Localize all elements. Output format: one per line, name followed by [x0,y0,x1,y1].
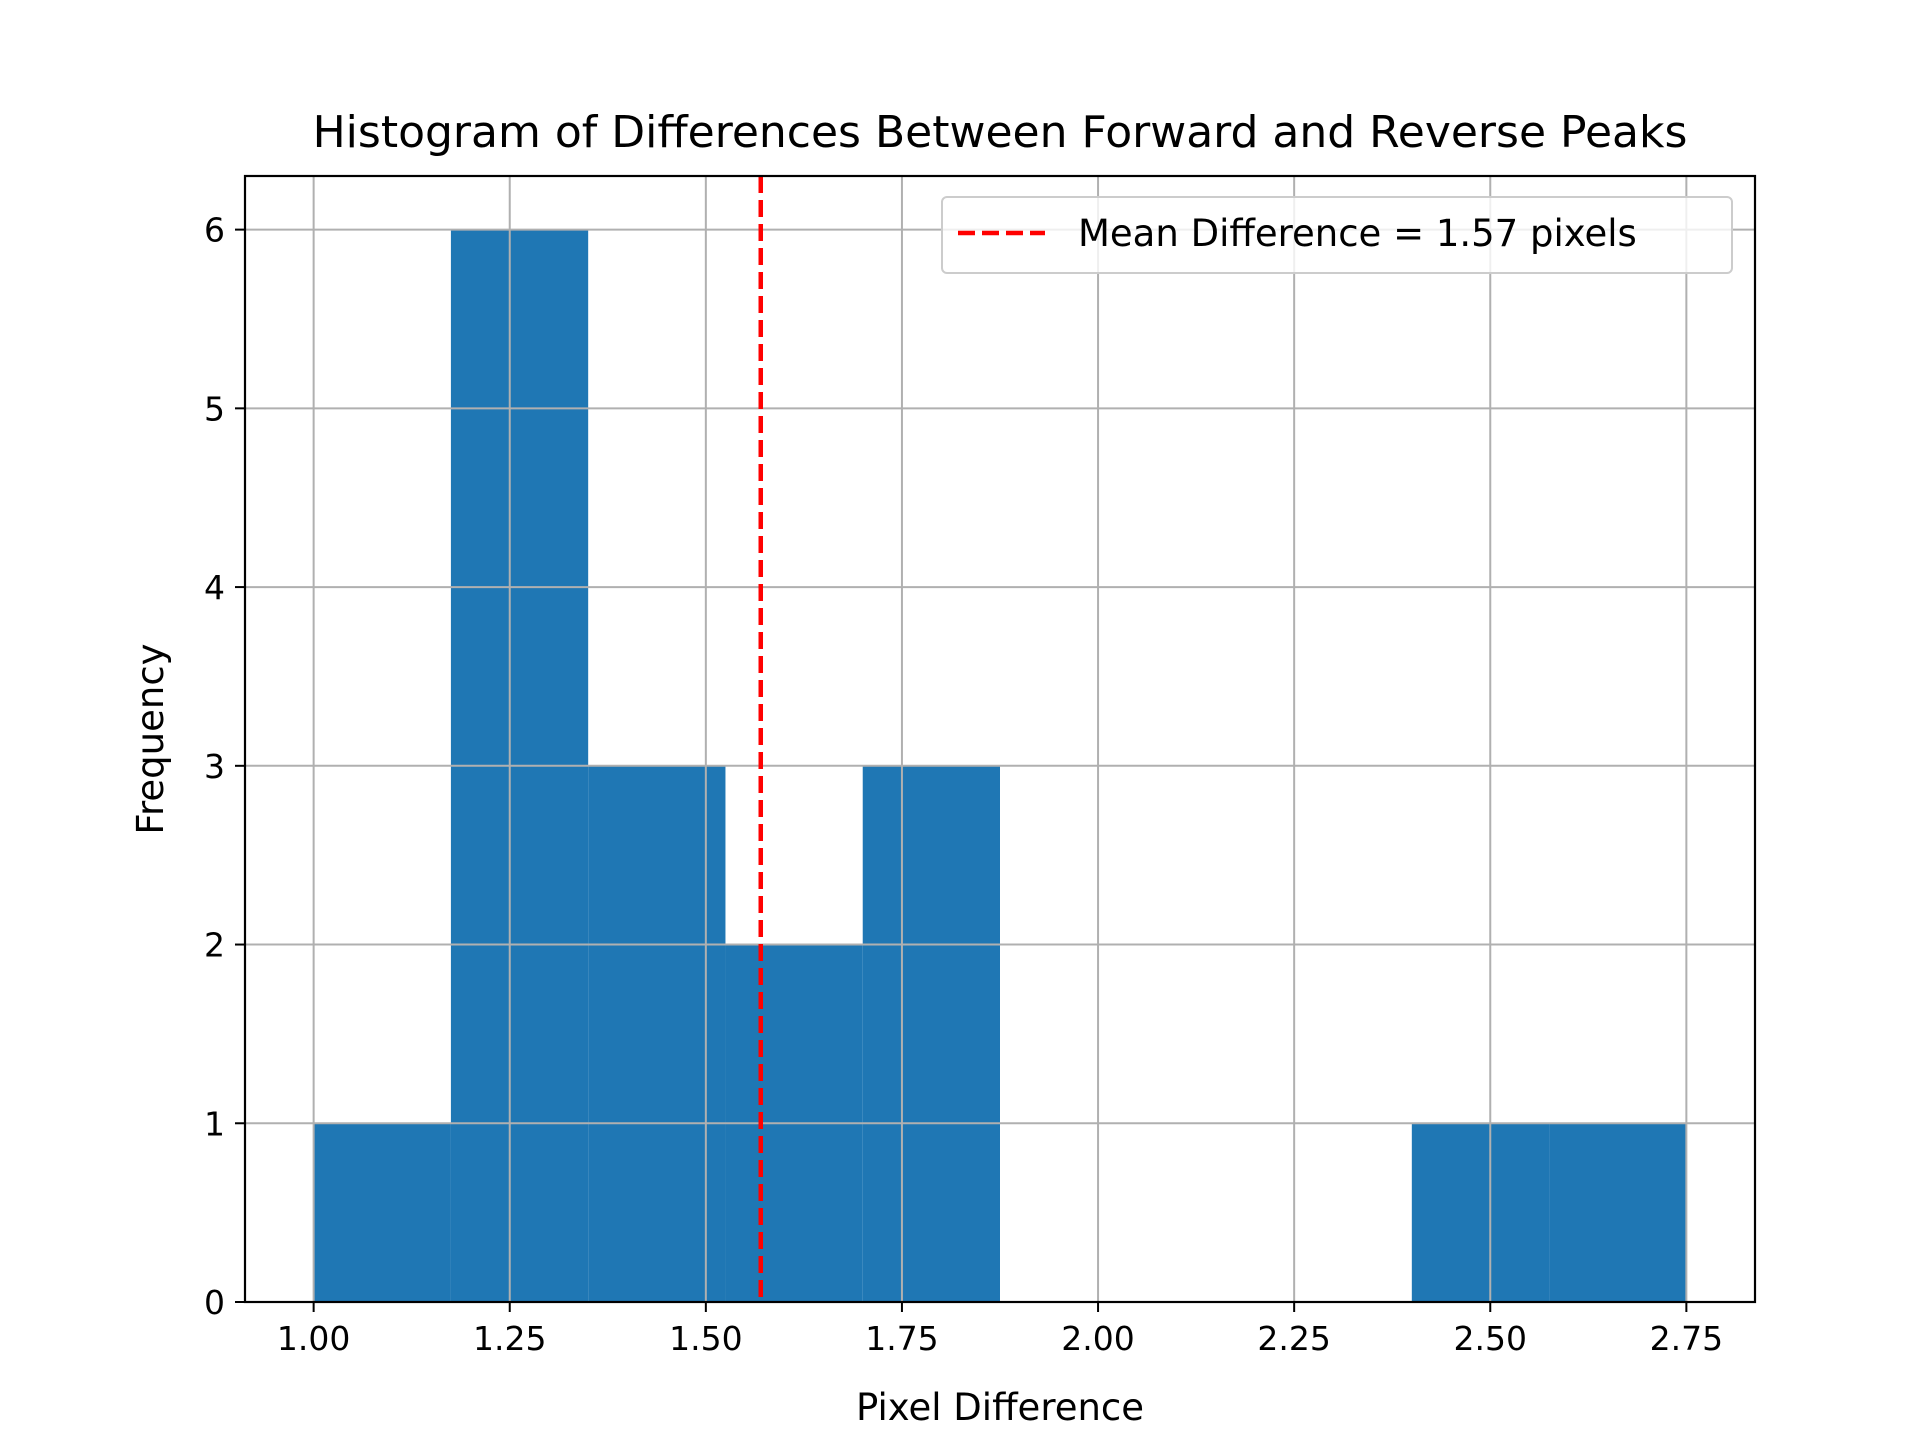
histogram-bar-10 [1549,1123,1687,1302]
x-tick-label-3: 1.50 [669,1319,742,1358]
histogram-bar-9 [1411,1123,1550,1302]
y-tick-label-5: 4 [204,568,225,607]
x-tick-label-5: 2.00 [1061,1319,1134,1358]
y-tick-label-7: 6 [204,211,225,250]
y-tick-label-3: 2 [204,926,225,965]
x-tick-label-4: 1.75 [865,1319,938,1358]
y-tick-label-2: 1 [204,1104,225,1143]
legend-box [941,196,1733,274]
x-axis-ticks: 1.00 1.25 1.50 1.75 2.00 2.25 2.50 2.75 [277,1302,1723,1358]
x-tick-label-6: 2.25 [1257,1319,1330,1358]
histogram-bar-5 [862,765,1000,1302]
histogram-bar-1 [313,1123,451,1302]
legend: Mean Difference = 1.57 pixels [941,196,1733,274]
x-axis-label: Pixel Difference [856,1386,1144,1429]
y-axis-ticks: 0 1 2 3 4 5 6 [204,211,245,1322]
legend-label: Mean Difference = 1.57 pixels [1078,212,1637,255]
chart-title: Histogram of Differences Between Forward… [313,107,1688,158]
y-tick-label-1: 0 [204,1283,225,1322]
plot-frame [243,174,1757,1304]
x-tick-label-7: 2.50 [1454,1319,1527,1358]
histogram-bar-3 [588,765,726,1302]
y-tick-label-4: 3 [204,747,225,786]
x-tick-label-8: 2.75 [1650,1319,1723,1358]
x-tick-label-2: 1.25 [473,1319,546,1358]
y-axis-label: Frequency [129,643,172,834]
y-tick-label-6: 5 [204,389,225,428]
x-tick-label-1: 1.00 [277,1319,350,1358]
